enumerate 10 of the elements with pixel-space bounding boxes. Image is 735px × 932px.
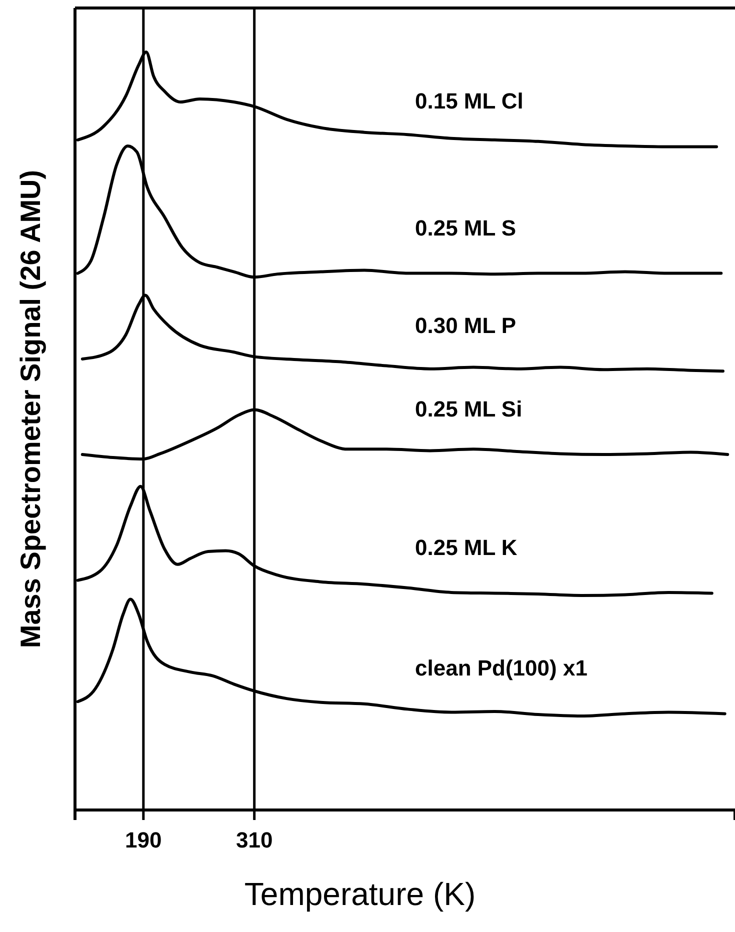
x-axis-title: Temperature (K) <box>244 876 476 912</box>
series-label: 0.30 ML P <box>415 313 516 338</box>
series-label: 0.25 ML Si <box>415 396 522 422</box>
y-axis-title: Mass Spectrometer Signal (26 AMU) <box>15 170 46 648</box>
x-tick-label: 190 <box>125 828 162 853</box>
series-label: 0.15 ML Cl <box>415 88 524 114</box>
series-label: 0.25 ML K <box>415 535 518 560</box>
x-tick-label: 310 <box>236 828 273 853</box>
series-label: 0.25 ML S <box>415 215 516 240</box>
series-label: clean Pd(100) x1 <box>415 656 588 681</box>
